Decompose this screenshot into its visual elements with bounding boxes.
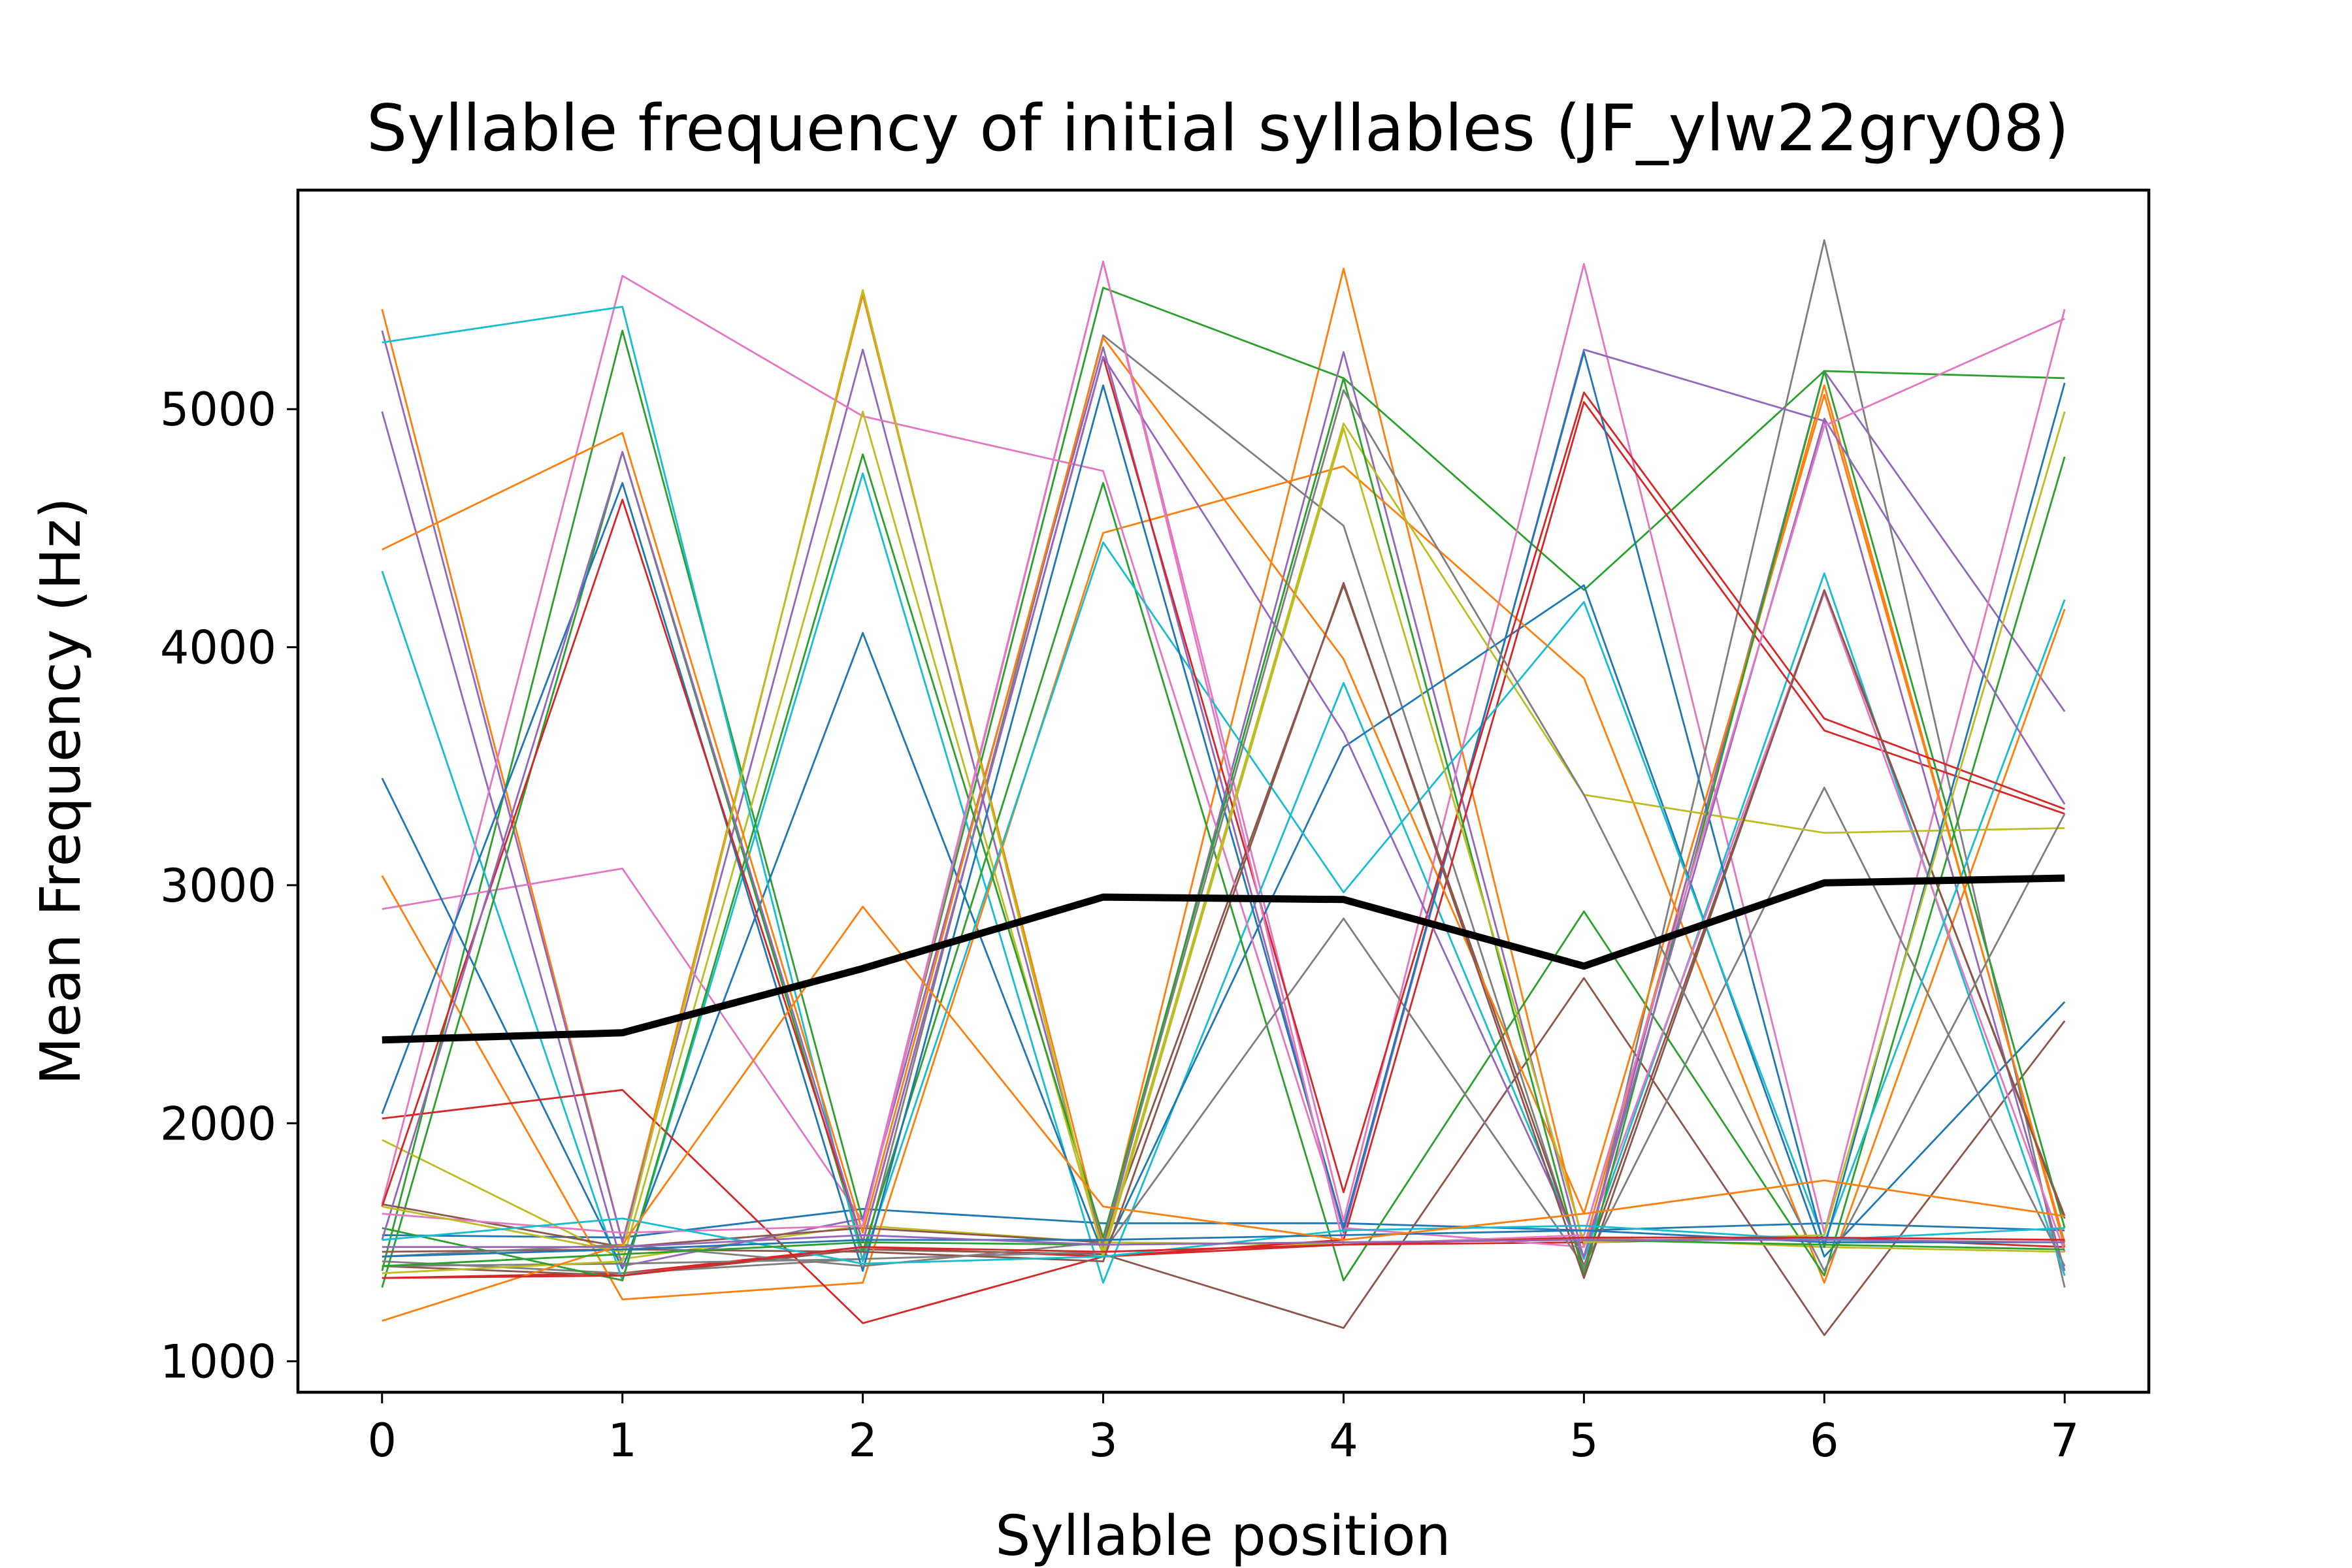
x-tick-label: 4 bbox=[1329, 1414, 1358, 1467]
x-tick-label: 7 bbox=[2050, 1414, 2080, 1467]
x-tick-label: 5 bbox=[1569, 1414, 1599, 1467]
series-line bbox=[382, 289, 2066, 1258]
series-line bbox=[382, 581, 2066, 1279]
series-line bbox=[382, 787, 2066, 1267]
mean-layer bbox=[382, 874, 2065, 1044]
chart-title: Syllable frequency of initial syllables … bbox=[367, 91, 2069, 166]
y-tick-label: 3000 bbox=[160, 859, 276, 913]
series-line bbox=[382, 370, 2066, 1282]
series-line bbox=[381, 472, 2066, 1284]
y-tick-label: 4000 bbox=[160, 621, 276, 675]
series-line bbox=[382, 306, 2066, 1262]
series-line bbox=[382, 584, 2066, 1267]
x-axis: 0 1 2 3 4 5 6 7 bbox=[367, 1392, 2080, 1467]
series-line bbox=[381, 355, 2065, 1243]
y-tick-label: 2000 bbox=[160, 1097, 276, 1151]
x-tick-label: 6 bbox=[1810, 1414, 1839, 1467]
series-line bbox=[381, 286, 2065, 1271]
series-line bbox=[382, 906, 2065, 1322]
series-line bbox=[381, 274, 2066, 1252]
series-line bbox=[381, 451, 2066, 1288]
x-tick-label: 3 bbox=[1088, 1414, 1118, 1467]
mean-line bbox=[382, 874, 2065, 1044]
series-line bbox=[382, 1234, 2065, 1249]
y-axis-label: Mean Frequency (Hz) bbox=[29, 497, 93, 1085]
series-line bbox=[382, 239, 2066, 1288]
axes-frame bbox=[296, 188, 2151, 1394]
x-tick-label: 0 bbox=[367, 1414, 397, 1467]
series-line bbox=[382, 260, 2065, 1246]
x-tick-label: 1 bbox=[608, 1414, 637, 1467]
series-line bbox=[381, 584, 2066, 1269]
y-tick-label: 1000 bbox=[160, 1335, 276, 1389]
series-line bbox=[382, 336, 2066, 1243]
series-layer bbox=[381, 239, 2066, 1336]
series-line bbox=[382, 410, 2065, 1275]
x-axis-label: Syllable position bbox=[995, 1504, 1450, 1568]
series-line bbox=[382, 260, 2066, 1234]
x-tick-label: 2 bbox=[848, 1414, 877, 1467]
y-axis: 1000 2000 3000 4000 5000 bbox=[160, 383, 298, 1389]
series-line bbox=[382, 1236, 2065, 1279]
plot-area bbox=[381, 239, 2066, 1336]
series-line bbox=[381, 346, 2066, 1271]
y-tick-label: 5000 bbox=[160, 383, 276, 436]
